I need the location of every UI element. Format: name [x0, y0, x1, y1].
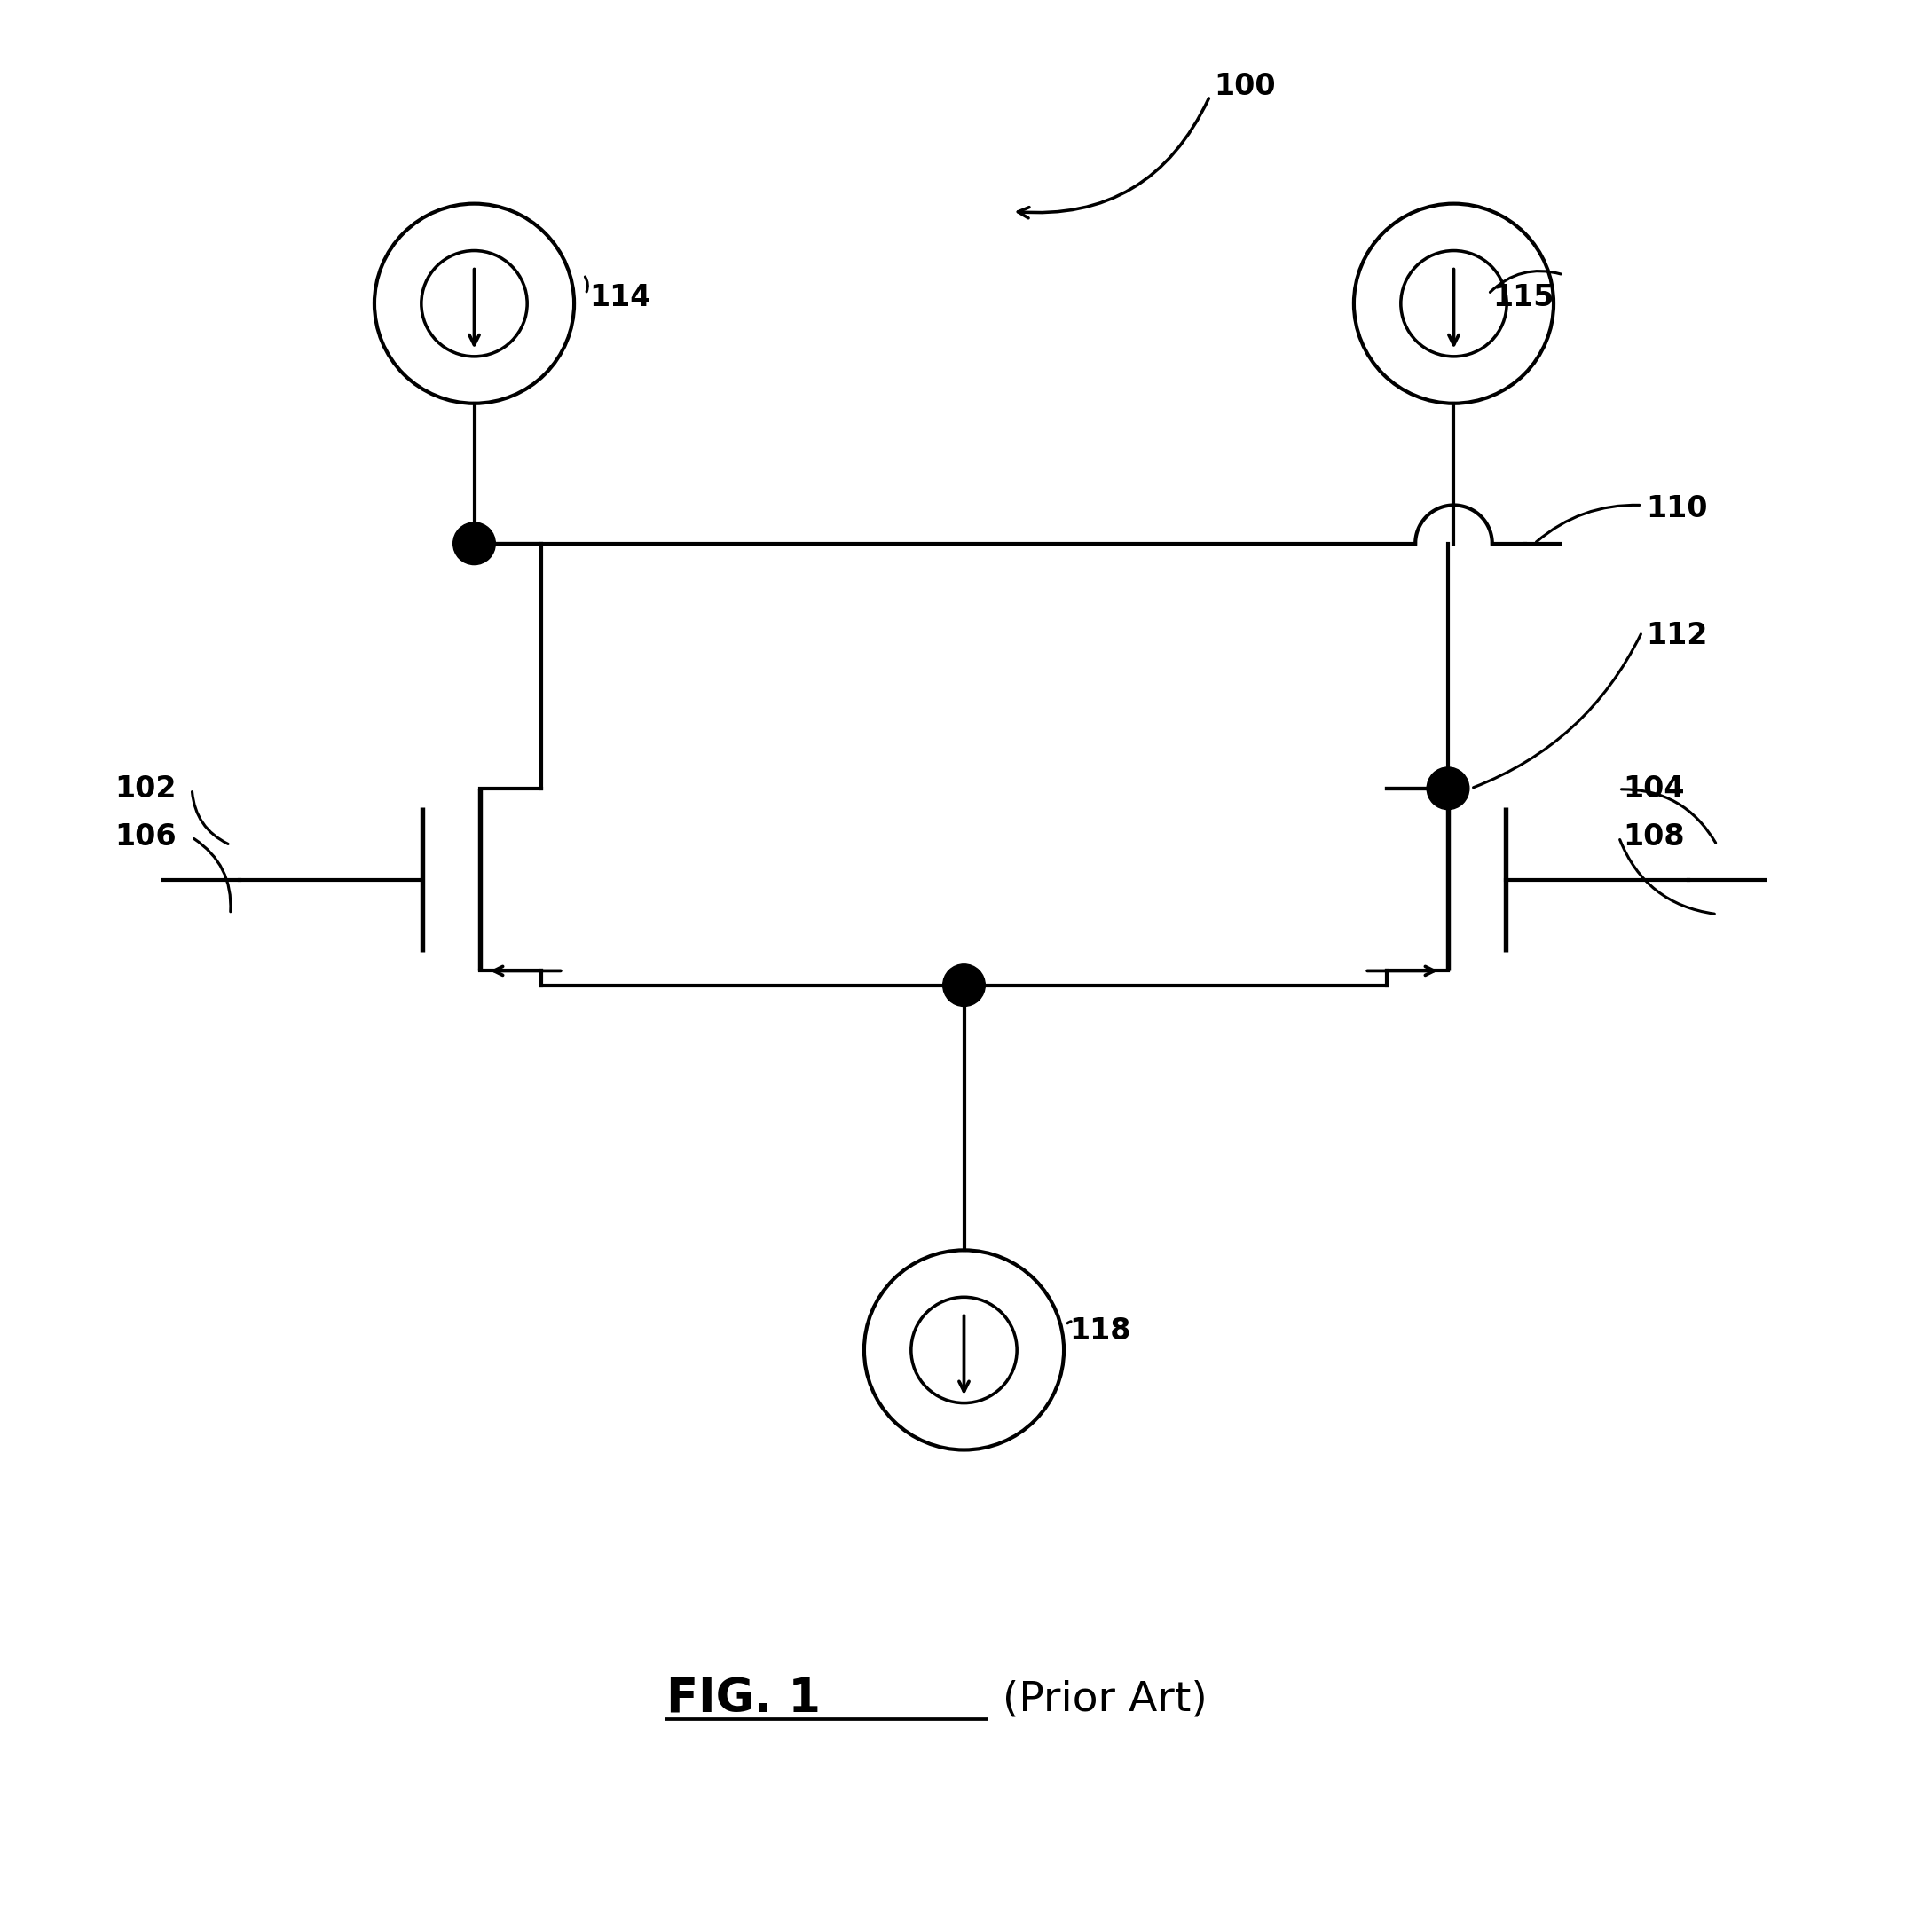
Circle shape	[943, 964, 985, 1007]
Text: 110: 110	[1647, 495, 1708, 524]
Text: 115: 115	[1492, 284, 1554, 313]
Text: 108: 108	[1623, 823, 1685, 852]
Text: 112: 112	[1647, 620, 1708, 651]
Text: FIG. 1: FIG. 1	[667, 1677, 821, 1723]
Text: 102: 102	[116, 775, 177, 804]
Text: 106: 106	[116, 823, 177, 852]
Text: 114: 114	[590, 284, 652, 313]
Text: 104: 104	[1623, 775, 1685, 804]
Text: (Prior Art): (Prior Art)	[1003, 1679, 1207, 1719]
Circle shape	[1427, 767, 1469, 810]
Text: 100: 100	[1215, 71, 1276, 100]
Text: 118: 118	[1070, 1316, 1132, 1345]
Circle shape	[453, 522, 495, 564]
